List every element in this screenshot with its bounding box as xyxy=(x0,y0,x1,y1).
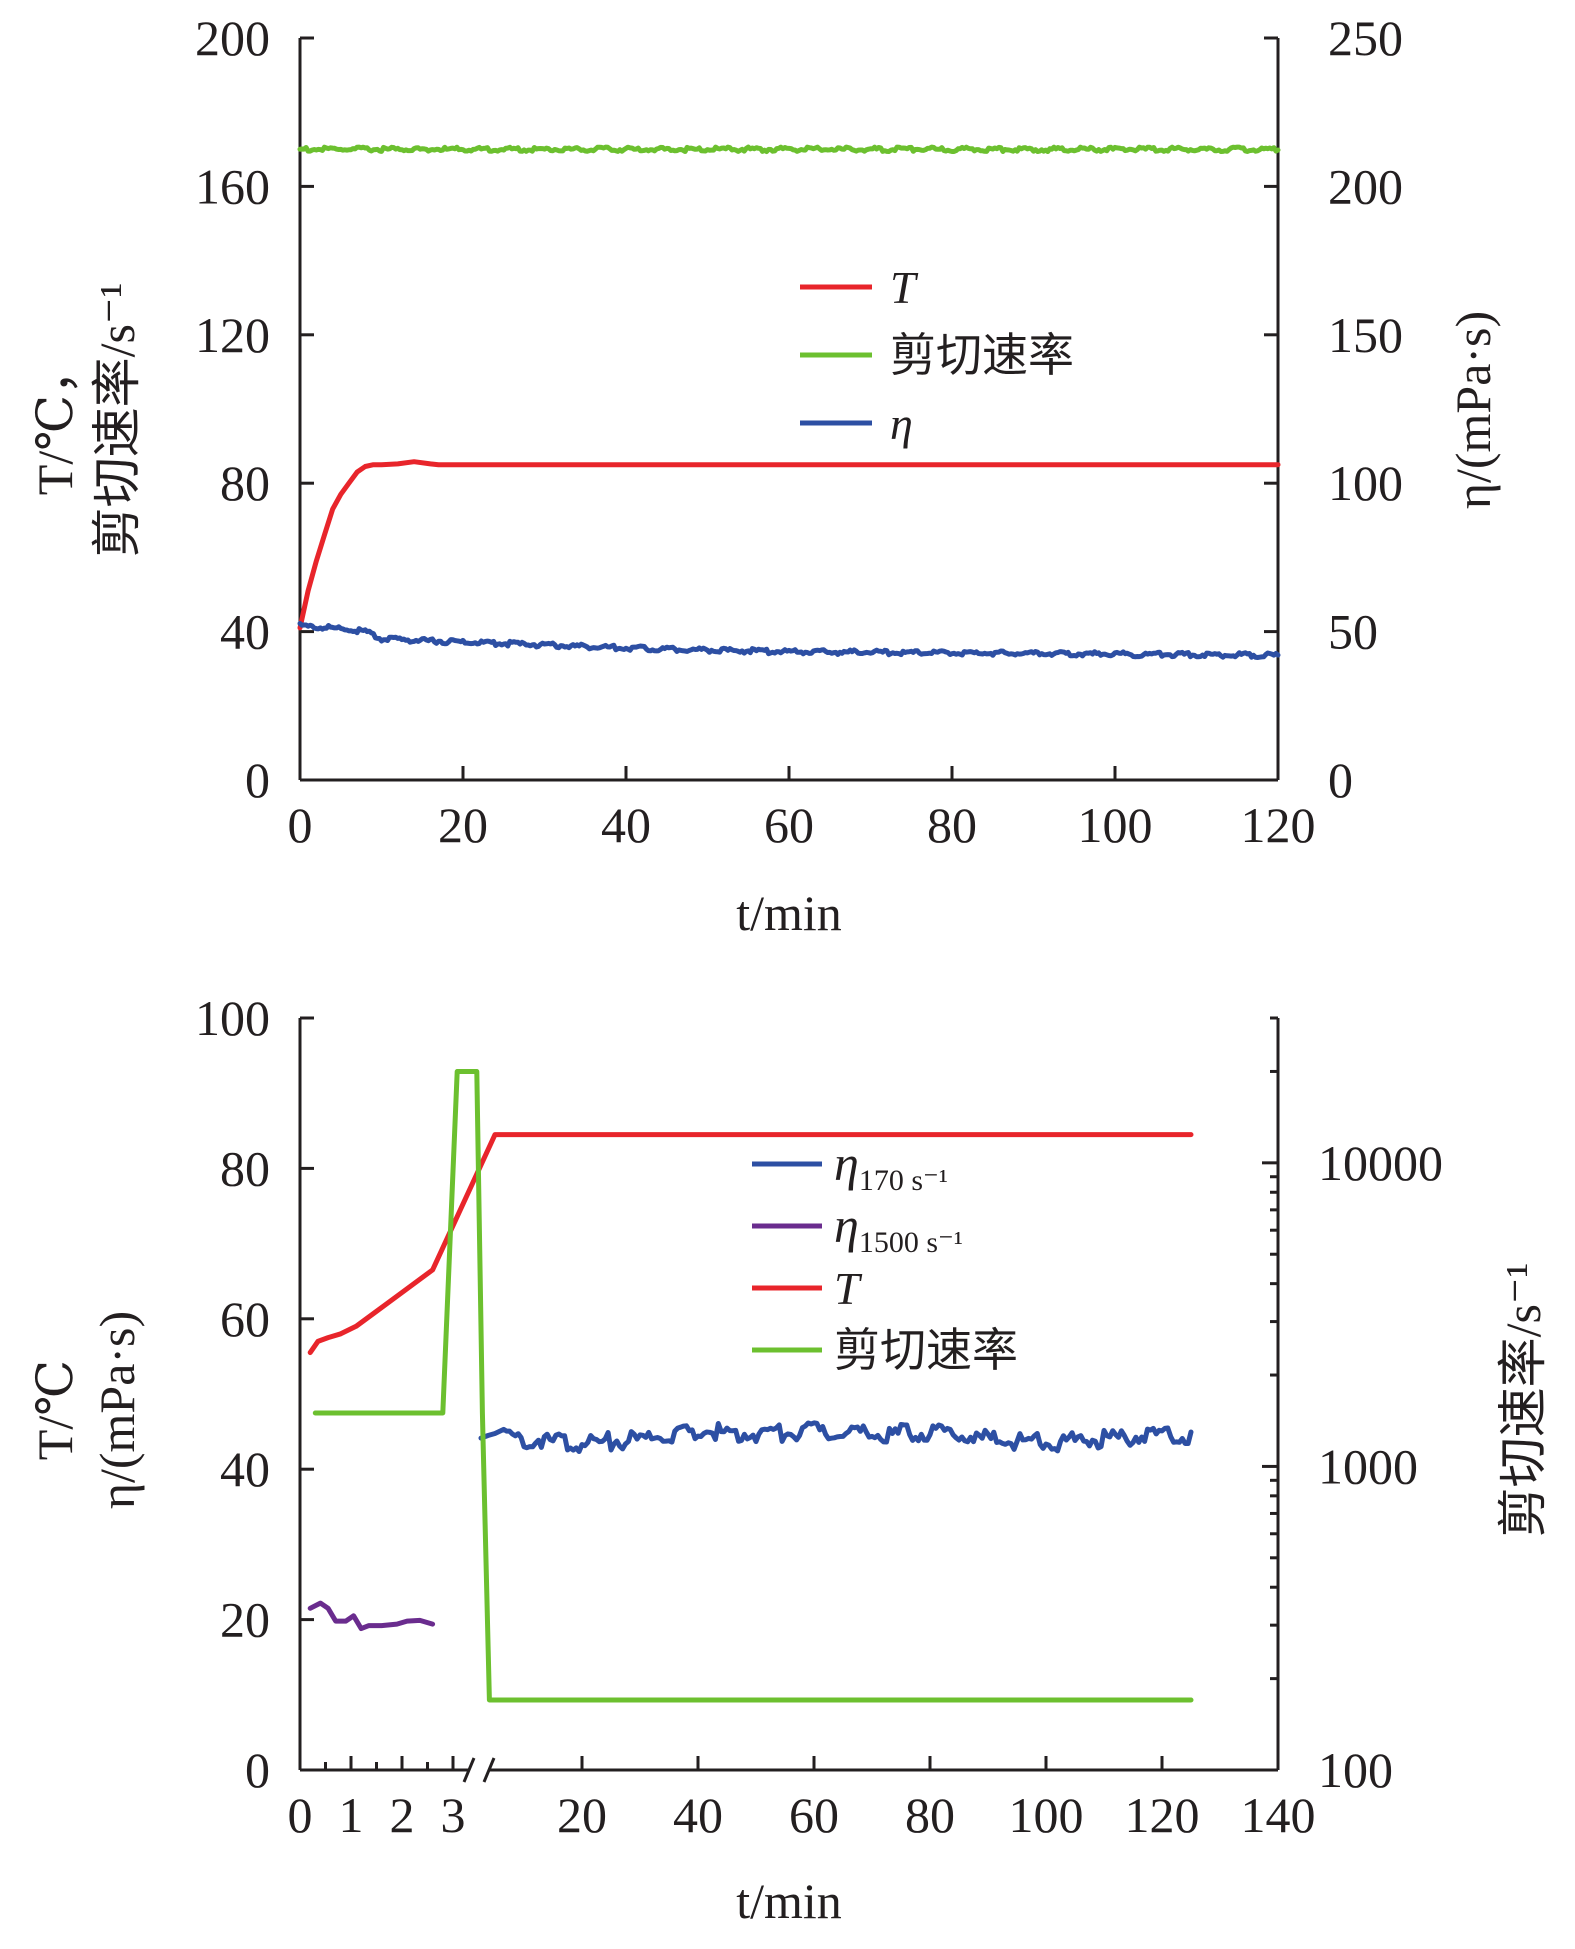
y-left-tick-label: 40 xyxy=(220,604,270,660)
x-tick-label: 0 xyxy=(288,1787,313,1843)
legend-label: η170 s⁻¹ xyxy=(834,1135,948,1197)
x-tick-label: 120 xyxy=(1125,1787,1200,1843)
legend-label: 剪切速率 xyxy=(890,330,1074,381)
legend-label: η xyxy=(890,398,913,449)
x-tick-label: 40 xyxy=(673,1787,723,1843)
y-right-tick-label: 200 xyxy=(1328,158,1403,214)
y-left-tick-label: 0 xyxy=(245,752,270,808)
x-tick-label: 80 xyxy=(905,1787,955,1843)
x-tick-label: 1 xyxy=(339,1787,364,1843)
axis-break-mark xyxy=(482,1757,496,1783)
x-tick-label: 20 xyxy=(438,797,488,853)
x-tick-label: 80 xyxy=(927,797,977,853)
y-left-axis-title: T/℃ η/(mPa·s) xyxy=(27,1311,145,1509)
series-line-2 xyxy=(297,144,1281,154)
y-left-tick-label: 160 xyxy=(195,158,270,214)
x-tick-label: 3 xyxy=(441,1787,466,1843)
x-tick-label: 140 xyxy=(1241,1787,1316,1843)
y-right-tick-label: 100 xyxy=(1318,1742,1393,1798)
y-left-tick-label: 100 xyxy=(195,990,270,1046)
x-tick-label: 2 xyxy=(390,1787,415,1843)
x-axis-title: t/min xyxy=(736,1873,842,1929)
series-line-1 xyxy=(478,1420,1194,1454)
series-line-3 xyxy=(307,1132,1194,1356)
x-tick-label: 120 xyxy=(1241,797,1316,853)
y-right-axis-title: η/(mPa·s) xyxy=(1445,311,1501,509)
legend-label: 剪切速率 xyxy=(834,1325,1018,1376)
chart-temperature-shear-viscosity: 0 20 40 60 80 100 1200408012016020005010015020… xyxy=(27,10,1501,941)
x-tick-label: 0 xyxy=(288,797,313,853)
chart-temperature-viscosity-shear-log: 0 1 2 3 20 40 60 80 100 120 1400204060801001001000… xyxy=(27,990,1551,1929)
x-tick-label: 60 xyxy=(789,1787,839,1843)
y-right-tick-label: 0 xyxy=(1328,752,1353,808)
legend-label: η1500 s⁻¹ xyxy=(834,1197,963,1259)
x-tick-label: 40 xyxy=(601,797,651,853)
y-left-tick-label: 60 xyxy=(220,1291,270,1347)
y-left-tick-label: 40 xyxy=(220,1441,270,1497)
series-line-1 xyxy=(297,459,1281,631)
y-left-tick-label: 200 xyxy=(195,10,270,66)
x-tick-label: 20 xyxy=(557,1787,607,1843)
x-axis-title: t/min xyxy=(736,885,842,941)
x-tick-label: 100 xyxy=(1078,797,1153,853)
y-left-tick-label: 20 xyxy=(220,1592,270,1648)
series-line-2 xyxy=(307,1600,436,1632)
y-right-tick-label: 10000 xyxy=(1318,1135,1443,1191)
legend-label: T xyxy=(834,1263,863,1314)
series-line-4 xyxy=(312,1069,1194,1703)
y-right-tick-label: 100 xyxy=(1328,455,1403,511)
y-left-axis-title: T/℃， 剪切速率/s⁻¹ xyxy=(27,283,145,558)
y-right-tick-label: 50 xyxy=(1328,604,1378,660)
y-left-tick-label: 0 xyxy=(245,1742,270,1798)
y-right-tick-label: 150 xyxy=(1328,307,1403,363)
y-left-tick-label: 120 xyxy=(195,307,270,363)
axis-break-mark xyxy=(462,1757,476,1783)
x-tick-label: 100 xyxy=(1009,1787,1084,1843)
series-line-3 xyxy=(297,621,1281,660)
y-right-tick-label: 250 xyxy=(1328,10,1403,66)
legend-label: T xyxy=(890,262,919,313)
x-tick-label: 60 xyxy=(764,797,814,853)
y-right-tick-label: 1000 xyxy=(1318,1438,1418,1494)
y-right-axis-title: 剪切速率/s⁻¹ xyxy=(1495,1263,1551,1538)
y-left-tick-label: 80 xyxy=(220,1140,270,1196)
y-left-tick-label: 80 xyxy=(220,455,270,511)
